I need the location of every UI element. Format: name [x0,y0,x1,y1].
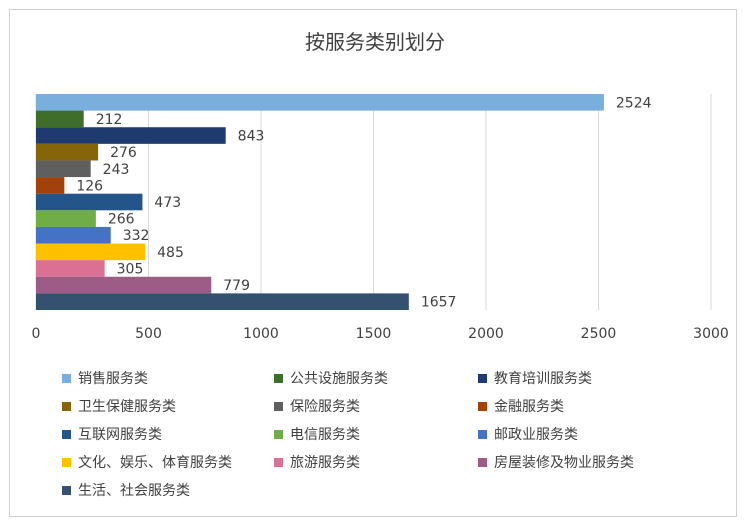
legend-swatch-1 [274,373,283,383]
bar-12 [36,293,409,310]
bar-10 [36,260,105,277]
chart-title: 按服务类别划分 [305,30,445,54]
legend-item-7: 电信服务类 [274,424,360,444]
x-tick-label-4: 2000 [468,326,504,342]
legend-label-5: 金融服务类 [494,399,564,415]
bar-1 [36,110,84,128]
legend-item-10: 旅游服务类 [274,452,360,472]
legend-item-5: 金融服务类 [478,396,564,416]
legend-label-10: 旅游服务类 [290,455,360,471]
legend-swatch-8 [478,429,487,439]
bar-3 [36,143,99,161]
data-label-2: 843 [238,129,265,145]
bar-2 [36,127,226,144]
legend-item-3: 卫生保健服务类 [62,396,176,416]
data-label-6: 473 [154,195,181,211]
data-label-5: 126 [76,178,103,194]
data-label-1: 212 [96,112,123,128]
bar-6 [36,193,143,211]
legend-swatch-7 [274,429,283,439]
bar-7 [36,210,96,227]
legend-swatch-9 [62,457,71,467]
legend-swatch-12 [62,485,71,495]
legend-item-2: 教育培训服务类 [478,368,592,388]
data-label-0: 2524 [616,95,652,111]
x-tick-label-5: 2500 [581,326,617,342]
legend-item-1: 公共设施服务类 [274,368,388,388]
x-tick-label-2: 1000 [243,326,279,342]
legend-swatch-4 [274,401,283,411]
data-label-9: 485 [157,245,184,261]
legend-label-2: 教育培训服务类 [494,371,592,387]
legend-item-0: 销售服务类 [62,368,148,388]
legend-swatch-2 [478,373,487,383]
bar-4 [36,160,91,178]
x-tick-label-1: 500 [135,326,162,342]
data-label-11: 779 [223,278,250,294]
bar-5 [36,177,65,194]
x-axis-ticks: 0 500 1000 1500 2000 2500 3000 [32,326,729,342]
data-label-7: 266 [108,212,135,228]
legend-label-8: 邮政业服务类 [494,427,578,443]
legend-swatch-5 [478,401,487,411]
legend-label-1: 公共设施服务类 [290,371,388,387]
data-label-12: 1657 [421,295,457,311]
legend-label-3: 卫生保健服务类 [78,399,176,415]
legend-label-0: 销售服务类 [78,371,148,387]
legend-swatch-3 [62,401,71,411]
x-tick-label-0: 0 [32,326,41,342]
legend-label-7: 电信服务类 [290,427,360,443]
data-label-8: 332 [123,228,150,244]
legend-item-11: 房屋装修及物业服务类 [478,452,634,472]
legend-item-4: 保险服务类 [274,396,360,416]
legend-label-12: 生活、社会服务类 [78,483,190,499]
bar-9 [36,243,146,261]
legend-item-6: 互联网服务类 [62,424,162,444]
x-tick-label-3: 1500 [356,326,392,342]
legend-label-9: 文化、娱乐、体育服务类 [78,455,232,471]
legend-swatch-0 [62,373,71,383]
legend-item-8: 邮政业服务类 [478,424,578,444]
bars [36,94,604,310]
legend-swatch-6 [62,429,71,439]
legend-item-9: 文化、娱乐、体育服务类 [62,452,232,472]
legend-swatch-10 [274,457,283,467]
data-label-10: 305 [117,261,144,277]
legend-swatch-11 [478,457,487,467]
legend-label-6: 互联网服务类 [78,427,162,443]
bar-11 [36,276,212,294]
legend-label-4: 保险服务类 [290,399,360,415]
data-label-3: 276 [110,145,137,161]
bar-0 [36,94,604,111]
x-tick-label-6: 3000 [693,326,729,342]
data-label-4: 243 [103,162,130,178]
legend-item-12: 生活、社会服务类 [62,480,190,500]
legend-label-11: 房屋装修及物业服务类 [494,455,634,471]
bar-8 [36,226,111,244]
